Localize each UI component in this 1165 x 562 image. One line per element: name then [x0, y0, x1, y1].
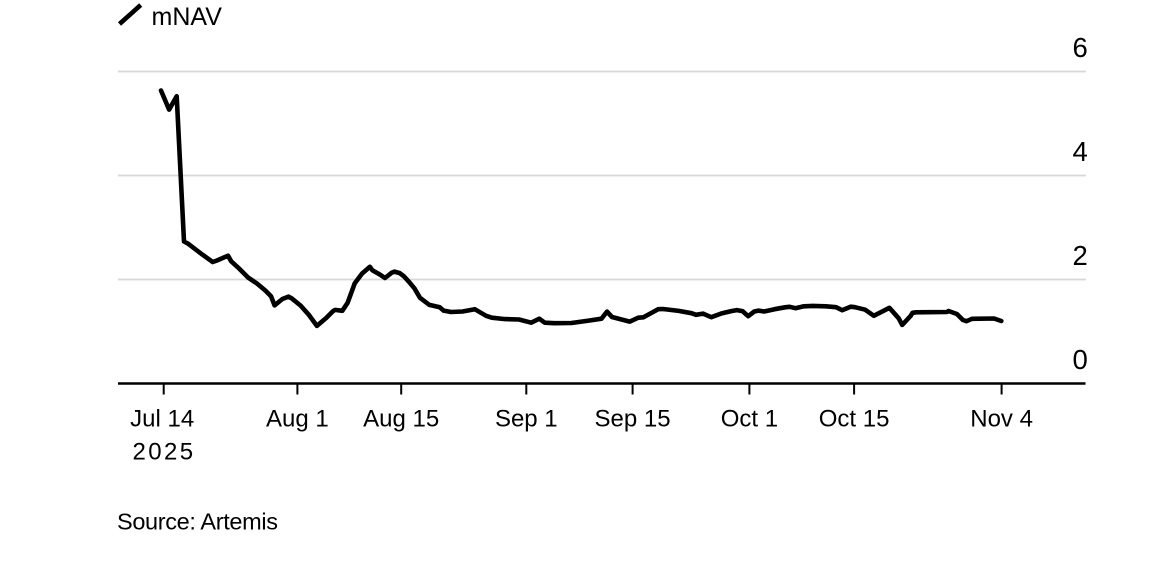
- svg-text:6: 6: [1073, 32, 1088, 63]
- svg-text:Oct 1: Oct 1: [721, 406, 778, 433]
- svg-text:2: 2: [1073, 240, 1088, 271]
- svg-text:Jul 14: Jul 14: [130, 406, 194, 433]
- svg-text:Nov 4: Nov 4: [970, 406, 1033, 433]
- svg-text:Sep 1: Sep 1: [495, 406, 558, 433]
- svg-text:Oct 15: Oct 15: [819, 406, 890, 433]
- svg-text:Sep 15: Sep 15: [595, 406, 671, 433]
- svg-text:Aug 15: Aug 15: [363, 406, 439, 433]
- svg-text:0: 0: [1073, 344, 1088, 375]
- svg-text:mNAV: mNAV: [152, 3, 223, 31]
- svg-text:2025: 2025: [133, 439, 196, 466]
- svg-text:Source: Artemis: Source: Artemis: [117, 508, 278, 534]
- svg-text:Aug 1: Aug 1: [266, 406, 329, 433]
- svg-text:4: 4: [1073, 136, 1088, 167]
